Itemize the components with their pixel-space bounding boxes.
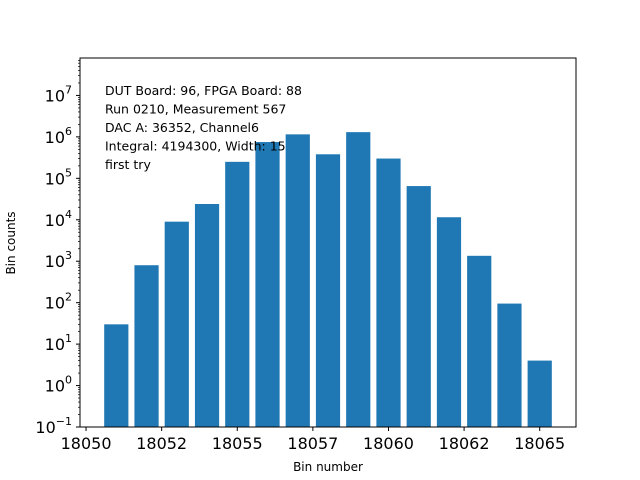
y-tick-label: 103 [45,249,72,271]
bar [255,142,280,428]
bar [406,186,431,427]
bar [376,158,401,428]
bar [467,255,492,427]
plot-frame [79,57,577,428]
x-tick-label: 18050 [61,434,112,453]
bar [225,161,250,427]
y-tick-label: 106 [45,125,72,147]
x-tick-label: 18057 [287,434,338,453]
bar [104,324,129,427]
x-tick-label: 18060 [363,434,414,453]
x-tick-label: 18065 [514,434,565,453]
annotation-line: DAC A: 36352, Channel6 [105,120,259,135]
y-tick-label: 105 [45,166,72,188]
x-tick-label: 18055 [212,434,263,453]
annotation-line: first try [105,157,151,172]
annotation-line: Run 0210, Measurement 567 [105,102,286,117]
bar [134,265,159,427]
x-axis-label: Bin number [293,460,363,474]
y-axis-ticks: 10−1 100 101 102 103 104 105 106 107 [35,60,80,437]
bars-group [104,132,552,428]
x-tick-label: 18062 [439,434,490,453]
bar [315,154,341,428]
bar [436,217,462,427]
x-tick-label: 18052 [136,434,187,453]
y-tick-label: 10−1 [35,415,72,437]
y-tick-label: 107 [45,83,72,105]
y-tick-label: 101 [45,332,72,354]
x-axis-ticks: 18050 18052 18055 18057 18060 18062 18065 [61,427,565,453]
bar [164,221,189,427]
bar [346,132,371,427]
bar [194,204,220,427]
bar [285,134,310,428]
bar [527,360,552,427]
annotation-block: DUT Board: 96, FPGA Board: 88 Run 0210, M… [105,83,302,172]
y-tick-label: 102 [45,291,72,313]
bar [497,303,522,427]
y-tick-label: 100 [45,374,72,396]
annotation-line: DUT Board: 96, FPGA Board: 88 [105,83,302,98]
y-tick-label: 104 [45,208,72,230]
annotation-line: Integral: 4194300, Width: 15 [105,139,286,154]
y-axis-label: Bin counts [4,211,18,274]
